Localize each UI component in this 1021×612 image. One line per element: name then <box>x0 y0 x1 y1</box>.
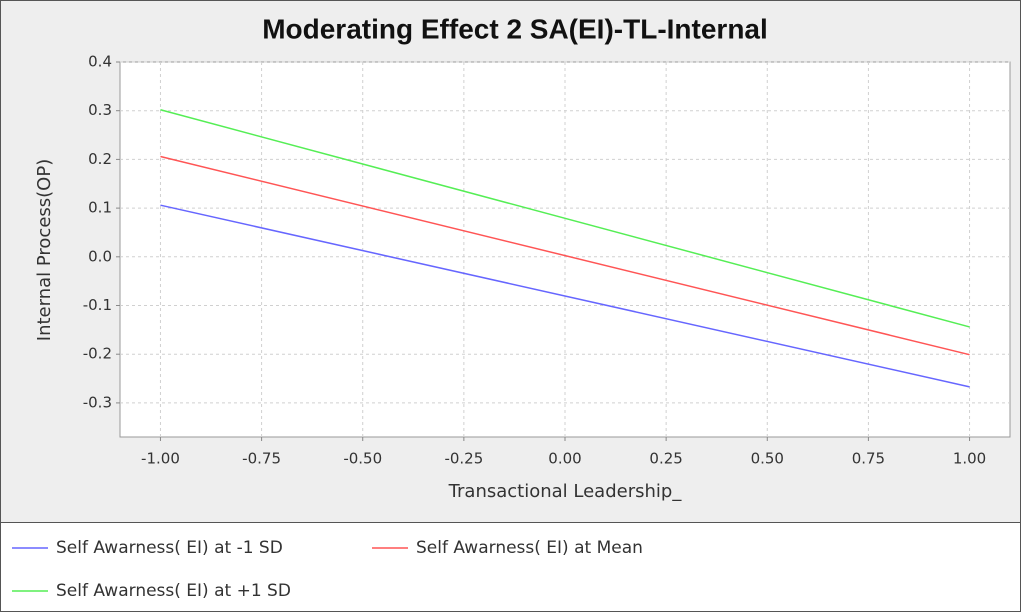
series-line <box>160 155 970 356</box>
x-tick-label: 0.00 <box>548 450 581 468</box>
x-tick-label: -1.00 <box>141 450 180 468</box>
x-tick-label: 0.50 <box>751 450 784 468</box>
x-tick-label: 1.00 <box>953 450 986 468</box>
x-tick-label: -0.25 <box>444 450 483 468</box>
x-axis-label: Transactional Leadership_ <box>448 481 683 502</box>
legend-label: Self Awarness( EI) at -1 SD <box>56 538 283 558</box>
legend-background <box>0 522 1021 612</box>
y-tick-label: 0.3 <box>88 101 112 119</box>
legend-label: Self Awarness( EI) at +1 SD <box>56 581 291 601</box>
x-tick-label: -0.75 <box>242 450 281 468</box>
y-tick-label: 0.0 <box>88 247 112 265</box>
legend-label: Self Awarness( EI) at Mean <box>416 538 643 558</box>
y-tick-label: 0.1 <box>88 199 112 217</box>
y-axis-label: Internal Process(OP) <box>34 159 55 341</box>
series-line <box>160 204 970 388</box>
y-tick-label: 0.4 <box>88 53 112 71</box>
x-tick-label: 0.25 <box>649 450 682 468</box>
y-tick-label: 0.2 <box>88 150 112 168</box>
series-line <box>160 109 970 328</box>
x-tick-label: 0.75 <box>852 450 885 468</box>
chart-title: Moderating Effect 2 SA(EI)-TL-Internal <box>262 13 768 44</box>
y-tick-label: -0.3 <box>83 393 112 411</box>
y-tick-label: -0.2 <box>83 345 112 363</box>
x-tick-label: -0.50 <box>343 450 382 468</box>
y-tick-label: -0.1 <box>83 296 112 314</box>
